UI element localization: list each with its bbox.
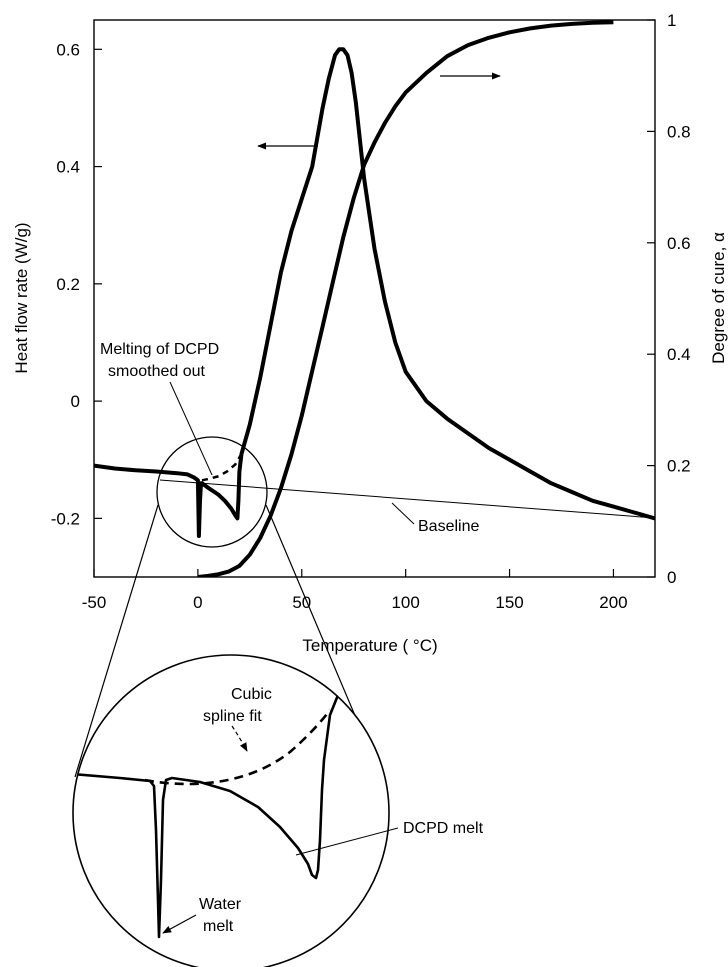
right-tick-label: 0	[667, 568, 676, 587]
right-tick-label: 0.6	[667, 234, 691, 253]
dcpd-leader-line	[295, 827, 399, 856]
plot-frame	[93, 19, 656, 578]
x-tick-label: 100	[391, 593, 419, 612]
baseline-label: Baseline	[418, 518, 479, 535]
x-tick-label: 150	[495, 593, 523, 612]
left-tick-label: 0.2	[56, 275, 80, 294]
left-tick-label: 0.6	[56, 40, 80, 59]
baseline-line	[159, 479, 656, 519]
spline-leader-arrow	[231, 725, 248, 752]
x-tick-label: -50	[82, 593, 107, 612]
water-melt-label-line2: melt	[203, 918, 234, 935]
baseline-leader-line	[391, 502, 415, 525]
x-tick-label: 50	[292, 593, 311, 612]
zoom-tangent-left	[74, 504, 159, 778]
water-leader-arrow	[162, 914, 197, 934]
spline-annotation-line2: spline fit	[203, 708, 262, 725]
axis-ticks: -50 0 50 100 150 200 -0.2 0 0.2 0.4 0.6 0 0.2 0.4 0.6 0…	[51, 11, 691, 612]
x-axis-title: Temperature ( °C)	[302, 636, 437, 655]
smoothed-annotation-line2: smoothed out	[108, 363, 206, 380]
right-tick-label: 0.8	[667, 122, 691, 141]
smoothed-annotation-line1: Melting of DCPD	[100, 341, 219, 358]
zoom-region-circle	[156, 436, 268, 548]
right-tick-label: 0.2	[667, 457, 691, 476]
zoom-heat-curve	[73, 689, 342, 939]
right-tick-label: 1	[667, 11, 676, 30]
x-tick-label: 0	[193, 593, 202, 612]
spline-annotation-line1: Cubic	[231, 686, 272, 703]
dcpd-melt-label: DCPD melt	[403, 820, 484, 837]
degree-of-cure-series-line	[197, 20, 614, 577]
x-tick-label: 200	[599, 593, 627, 612]
right-axis-title: Degree of cure, α	[709, 232, 728, 364]
heat-flow-series-line	[94, 47, 655, 538]
left-tick-label: 0.4	[56, 158, 80, 177]
left-axis-title: Heat flow rate (W/g)	[12, 222, 31, 373]
right-tick-label: 0.4	[667, 345, 691, 364]
zoom-inset-circle	[72, 654, 390, 967]
water-melt-label-line1: Water	[199, 896, 242, 913]
left-tick-label: 0	[71, 392, 80, 411]
left-tick-label: -0.2	[51, 509, 80, 528]
zoom-inset-curves	[73, 689, 342, 939]
smoothed-leader-line	[169, 381, 213, 476]
